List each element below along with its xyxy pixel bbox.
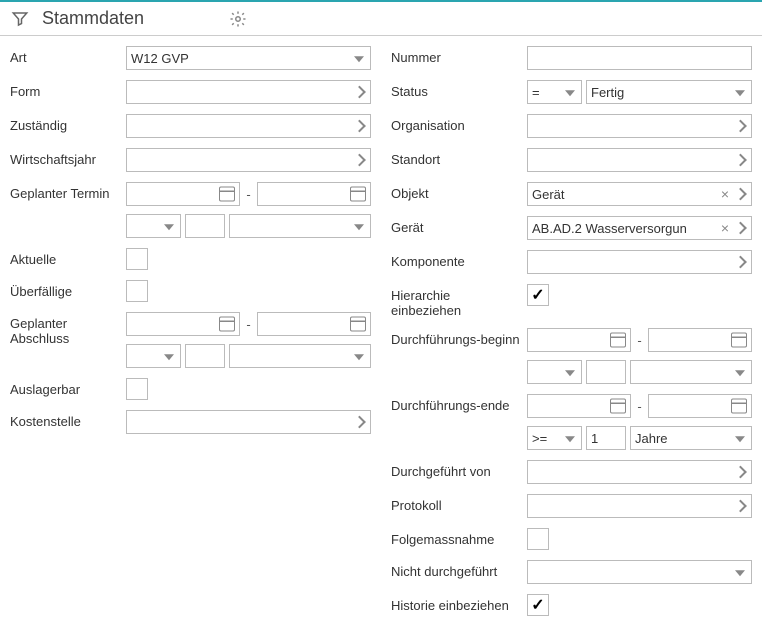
art-select[interactable]: W12 GVP xyxy=(126,46,371,70)
filter-icon xyxy=(10,9,30,29)
komponente-label: Komponente xyxy=(391,250,521,269)
df-ende-from[interactable] xyxy=(527,394,631,418)
hierarchie-label: Hierarchie einbeziehen xyxy=(391,284,521,318)
geplanter-abschluss-from[interactable] xyxy=(126,312,240,336)
zustaendig-label: Zuständig xyxy=(10,114,120,133)
status-operator[interactable]: = xyxy=(527,80,582,104)
status-label: Status xyxy=(391,80,521,99)
historie-label: Historie einbeziehen xyxy=(391,594,521,613)
range-dash: - xyxy=(635,333,643,348)
left-column: Art W12 GVP Form Zuständig Wirtschaftsja… xyxy=(10,46,371,626)
objekt-lookup[interactable]: Gerät× xyxy=(527,182,752,206)
objekt-label: Objekt xyxy=(391,182,521,201)
folgemassnahme-checkbox[interactable] xyxy=(527,528,549,550)
hierarchie-checkbox[interactable] xyxy=(527,284,549,306)
geraet-label: Gerät xyxy=(391,216,521,235)
standort-label: Standort xyxy=(391,148,521,167)
zustaendig-lookup[interactable] xyxy=(126,114,371,138)
nicht-durchgefuehrt-select[interactable] xyxy=(527,560,752,584)
geplanter-abschluss-op[interactable] xyxy=(126,344,181,368)
form-label: Form xyxy=(10,80,120,99)
range-dash: - xyxy=(244,187,252,202)
geplanter-abschluss-label: Geplanter Abschluss xyxy=(10,312,120,346)
organisation-label: Organisation xyxy=(391,114,521,133)
clear-icon[interactable]: × xyxy=(721,186,729,202)
df-ende-unit[interactable]: Jahre xyxy=(630,426,752,450)
nummer-input[interactable] xyxy=(527,46,752,70)
df-ende-to[interactable] xyxy=(648,394,752,418)
df-beginn-num[interactable] xyxy=(586,360,626,384)
geplanter-abschluss-unit[interactable] xyxy=(229,344,371,368)
df-beginn-to[interactable] xyxy=(648,328,752,352)
geplanter-termin-op[interactable] xyxy=(126,214,181,238)
geplanter-termin-unit[interactable] xyxy=(229,214,371,238)
nicht-durchgefuehrt-label: Nicht durchgeführt xyxy=(391,560,521,579)
durchgefuehrt-von-lookup[interactable] xyxy=(527,460,752,484)
standort-lookup[interactable] xyxy=(527,148,752,172)
nummer-label: Nummer xyxy=(391,46,521,65)
df-ende-label: Durchführungs-ende xyxy=(391,394,521,413)
auslagerbar-label: Auslagerbar xyxy=(10,378,120,397)
status-select[interactable]: Fertig xyxy=(586,80,752,104)
kostenstelle-label: Kostenstelle xyxy=(10,410,120,429)
form-lookup[interactable] xyxy=(126,80,371,104)
range-dash: - xyxy=(244,317,252,332)
range-dash: - xyxy=(635,399,643,414)
protokoll-lookup[interactable] xyxy=(527,494,752,518)
ueberfaellige-checkbox[interactable] xyxy=(126,280,148,302)
folgemassnahme-label: Folgemassnahme xyxy=(391,528,521,547)
df-beginn-label: Durchführungs-beginn xyxy=(391,328,521,347)
organisation-lookup[interactable] xyxy=(527,114,752,138)
aktuelle-label: Aktuelle xyxy=(10,248,120,267)
geraet-lookup[interactable]: AB.AD.2 Wasserversorgun× xyxy=(527,216,752,240)
section-header: Stammdaten xyxy=(0,0,762,36)
durchgefuehrt-von-label: Durchgeführt von xyxy=(391,460,521,479)
protokoll-label: Protokoll xyxy=(391,494,521,513)
gear-icon[interactable] xyxy=(228,9,248,29)
df-ende-num[interactable]: 1 xyxy=(586,426,626,450)
geplanter-termin-to[interactable] xyxy=(257,182,371,206)
df-beginn-from[interactable] xyxy=(527,328,631,352)
right-column: Nummer Status = Fertig Organisation Stan… xyxy=(391,46,752,626)
clear-icon[interactable]: × xyxy=(721,220,729,236)
aktuelle-checkbox[interactable] xyxy=(126,248,148,270)
df-ende-op[interactable]: >= xyxy=(527,426,582,450)
geplanter-termin-num[interactable] xyxy=(185,214,225,238)
geplanter-termin-from[interactable] xyxy=(126,182,240,206)
wirtschaftsjahr-lookup[interactable] xyxy=(126,148,371,172)
geplanter-abschluss-num[interactable] xyxy=(185,344,225,368)
section-title: Stammdaten xyxy=(42,8,144,29)
historie-checkbox[interactable] xyxy=(527,594,549,616)
komponente-lookup[interactable] xyxy=(527,250,752,274)
df-beginn-op[interactable] xyxy=(527,360,582,384)
auslagerbar-checkbox[interactable] xyxy=(126,378,148,400)
wirtschaftsjahr-label: Wirtschaftsjahr xyxy=(10,148,120,167)
df-beginn-unit[interactable] xyxy=(630,360,752,384)
art-label: Art xyxy=(10,46,120,65)
ueberfaellige-label: Überfällige xyxy=(10,280,120,299)
geplanter-termin-label: Geplanter Termin xyxy=(10,182,120,201)
kostenstelle-lookup[interactable] xyxy=(126,410,371,434)
geplanter-abschluss-to[interactable] xyxy=(257,312,371,336)
